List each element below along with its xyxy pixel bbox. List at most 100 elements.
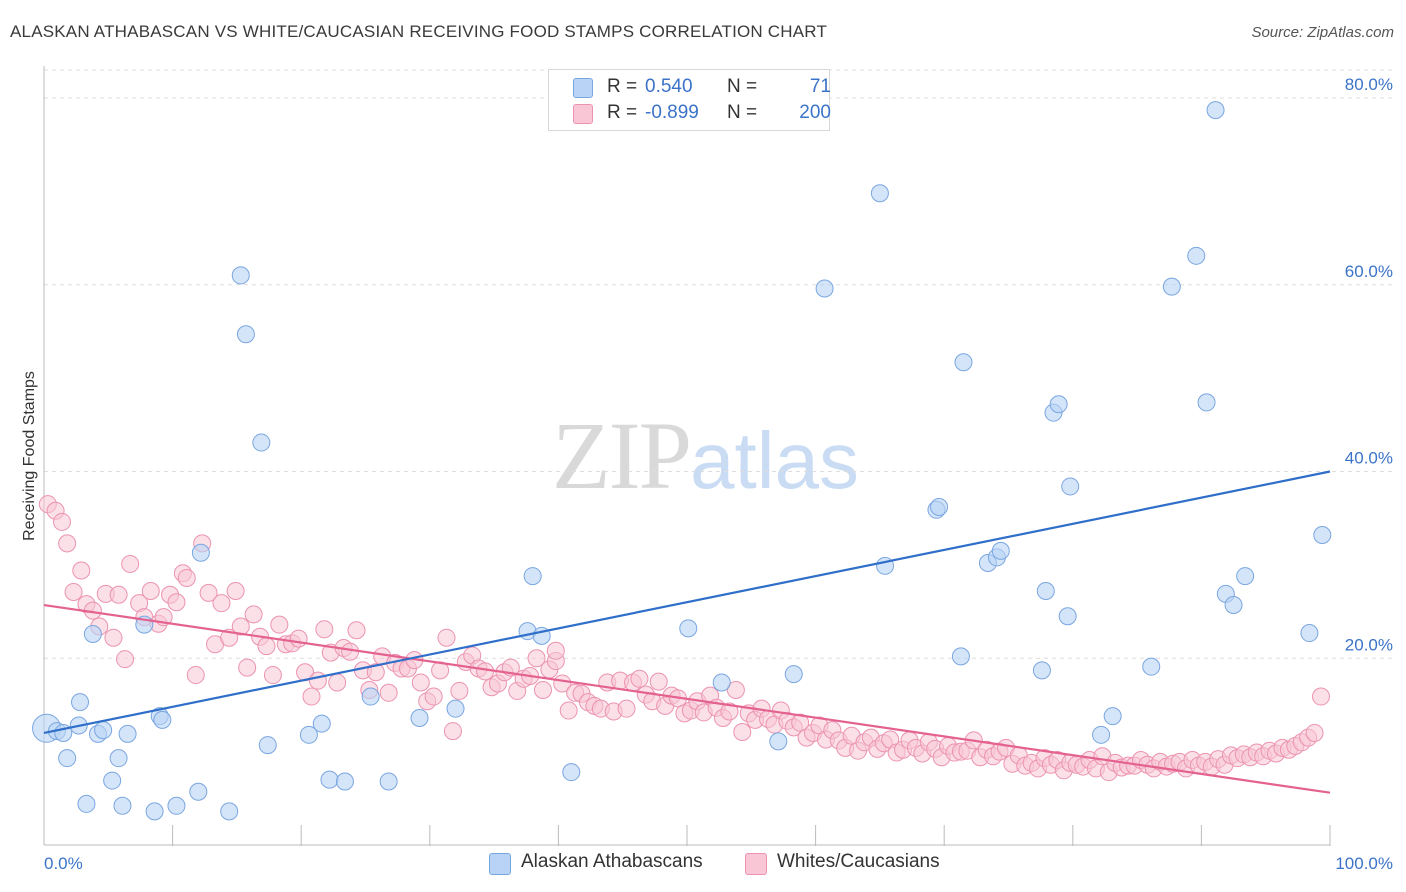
athabascan-point bbox=[1300, 624, 1319, 643]
legend-n-value: 200 bbox=[799, 102, 831, 123]
caucasian-point bbox=[257, 637, 276, 656]
legend-label: Alaskan Athabascans bbox=[521, 851, 703, 872]
legend-n-label: N = bbox=[727, 76, 758, 97]
x-tick-label: 0.0% bbox=[44, 854, 83, 873]
athabascan-point bbox=[145, 802, 164, 821]
legend-swatch-pink bbox=[745, 853, 767, 875]
legend-r-value: -0.899 bbox=[645, 102, 699, 123]
caucasian-point bbox=[379, 683, 398, 702]
athabascan-point bbox=[1224, 596, 1243, 615]
caucasian-point bbox=[630, 669, 649, 688]
athabascan-point bbox=[77, 794, 96, 813]
caucasian-point bbox=[302, 687, 321, 706]
athabascan-point bbox=[103, 771, 122, 790]
watermark: ZIPatlas bbox=[552, 400, 859, 511]
athabascan-point bbox=[1049, 395, 1068, 414]
legend-r-value: 0.540 bbox=[645, 76, 693, 97]
athabascan-point bbox=[191, 543, 210, 562]
caucasian-point bbox=[64, 582, 83, 601]
watermark-atlas: atlas bbox=[690, 416, 859, 505]
legend-n-value: 71 bbox=[809, 76, 831, 97]
athabascan-point bbox=[153, 710, 172, 729]
tick-labels: 20.0% 40.0% 60.0% 80.0% 0.0% 100.0% bbox=[44, 75, 1393, 873]
athabascan-point bbox=[712, 673, 731, 692]
caucasian-point bbox=[315, 620, 334, 639]
caucasian-point bbox=[289, 629, 308, 648]
caucasian-point bbox=[199, 583, 218, 602]
caucasian-point bbox=[546, 641, 565, 660]
caucasian-point bbox=[167, 593, 186, 612]
athabascan-point bbox=[109, 749, 128, 768]
y-tick-label: 20.0% bbox=[1345, 635, 1393, 654]
caucasian-point bbox=[559, 701, 578, 720]
trend-lines bbox=[43, 470, 1331, 794]
caucasian-point bbox=[177, 568, 196, 587]
caucasian-point bbox=[366, 663, 385, 682]
athabascan-point bbox=[1032, 661, 1051, 680]
athabascan-point bbox=[1092, 725, 1111, 744]
athabascan-point bbox=[189, 782, 208, 801]
athabascan-point bbox=[335, 772, 354, 791]
caucasian-point bbox=[226, 582, 245, 601]
caucasian-point bbox=[121, 554, 140, 573]
athabascan-point bbox=[167, 796, 186, 815]
athabascan-point bbox=[1206, 101, 1225, 120]
athabascan-point bbox=[991, 541, 1010, 560]
caucasian-point bbox=[53, 512, 72, 531]
athabascan-point bbox=[83, 624, 102, 643]
athabascan-point bbox=[113, 796, 132, 815]
caucasian-point bbox=[341, 642, 360, 661]
athabascan-point bbox=[1236, 567, 1255, 586]
athabascan-point bbox=[1058, 607, 1077, 626]
athabascan-point bbox=[951, 647, 970, 666]
watermark-zip: ZIP bbox=[552, 402, 692, 509]
athabascan-point bbox=[815, 279, 834, 298]
athabascan-point bbox=[1187, 246, 1206, 265]
caucasian-point bbox=[238, 658, 257, 677]
athabascan-point bbox=[1162, 277, 1181, 296]
legend-swatch-blue bbox=[489, 853, 511, 875]
athabascan-point bbox=[58, 749, 77, 768]
x-tick-label: 100.0% bbox=[1335, 854, 1393, 873]
athabascan-point bbox=[1103, 707, 1122, 726]
caucasian-point bbox=[58, 534, 77, 553]
athabascan-trend-line bbox=[43, 470, 1331, 735]
correlation-legend: R = 0.540 N = 71 R = -0.899 N = 200 bbox=[548, 69, 831, 131]
caucasian-point bbox=[104, 628, 123, 647]
caucasian-trend-line bbox=[43, 603, 1331, 794]
caucasian-point bbox=[424, 687, 443, 706]
series-legend: Alaskan Athabascans Whites/Caucasians bbox=[0, 851, 1406, 877]
caucasian-point bbox=[437, 628, 456, 647]
athabascan-point bbox=[954, 353, 973, 372]
caucasian-point bbox=[1311, 687, 1330, 706]
athabascan-point bbox=[220, 802, 239, 821]
athabascan-point bbox=[1142, 657, 1161, 676]
athabascan-point bbox=[446, 699, 465, 718]
athabascan-point bbox=[769, 732, 788, 751]
legend-n-label: N = bbox=[727, 102, 758, 123]
athabascan-point bbox=[523, 567, 542, 586]
athabascan-point bbox=[320, 770, 339, 789]
legend-r-label: R = bbox=[607, 76, 638, 97]
athabascan-point bbox=[231, 266, 250, 285]
legend-swatch-blue bbox=[573, 78, 593, 98]
athabascan-point bbox=[312, 714, 331, 733]
caucasian-point bbox=[791, 713, 810, 732]
athabascan-point bbox=[870, 184, 889, 203]
whites-caucasians-points bbox=[38, 495, 1330, 782]
caucasian-point bbox=[308, 671, 327, 690]
y-tick-label: 60.0% bbox=[1345, 262, 1393, 281]
caucasian-point bbox=[649, 672, 668, 691]
athabascan-point bbox=[236, 325, 255, 344]
caucasian-point bbox=[450, 681, 469, 700]
caucasian-point bbox=[244, 605, 263, 624]
athabascan-point bbox=[71, 693, 90, 712]
caucasian-point bbox=[116, 650, 135, 669]
caucasian-point bbox=[72, 561, 91, 580]
y-tick-label: 40.0% bbox=[1345, 449, 1393, 468]
caucasian-point bbox=[347, 621, 366, 640]
caucasian-point bbox=[212, 594, 231, 613]
athabascan-point bbox=[1036, 582, 1055, 601]
athabascan-point bbox=[1061, 477, 1080, 496]
